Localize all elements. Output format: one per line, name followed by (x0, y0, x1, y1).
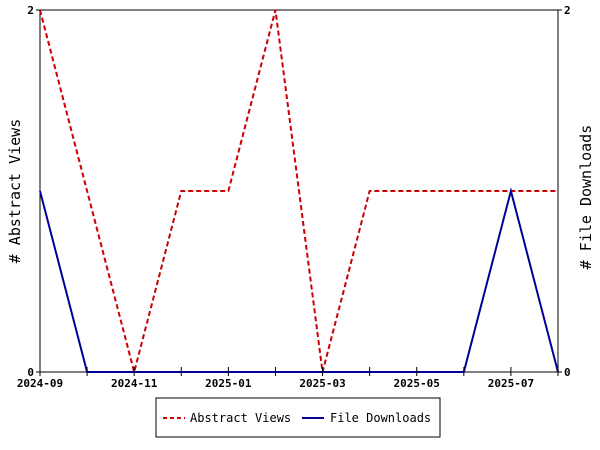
x-tick-label: 2025-03 (299, 377, 345, 390)
series-layer (39, 9, 559, 376)
y-axis-left-title: # Abstract Views (6, 119, 24, 264)
x-tick-label: 2024-09 (17, 377, 63, 390)
legend-label-file-downloads: File Downloads (330, 411, 431, 425)
series-line-abstract-views (39, 9, 558, 376)
y-axis-right-title: # File Downloads (577, 125, 595, 270)
y-right-tick-label: 0 (564, 366, 571, 379)
legend: Abstract Views File Downloads (155, 397, 441, 438)
x-tick-label: 2025-01 (205, 377, 252, 390)
x-tick-label: 2025-05 (394, 377, 440, 390)
legend-label-abstract-views: Abstract Views (190, 411, 291, 425)
tick-layer: 2024-09 2024-11 2025-01 2025-03 2025-05 2025-… (17, 4, 571, 390)
y-left-tick-label: 0 (27, 366, 34, 379)
x-tick-label: 2024-11 (111, 377, 158, 390)
legend-box (155, 397, 441, 438)
y-right-tick-label: 2 (564, 4, 571, 17)
series-line-file-downloads (39, 187, 559, 373)
y-left-tick-label: 2 (27, 4, 34, 17)
x-tick-label: 2025-07 (488, 377, 534, 390)
